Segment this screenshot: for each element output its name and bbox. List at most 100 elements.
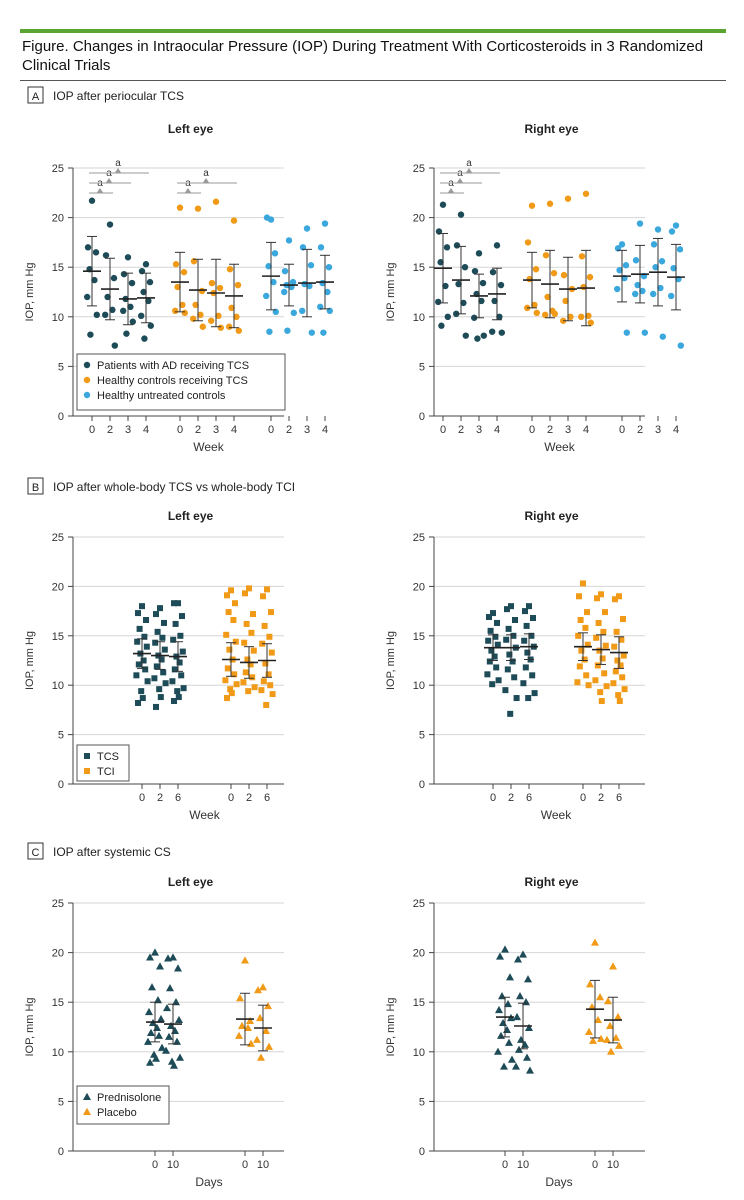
data-point [632,290,639,298]
data-point [127,303,134,311]
data-point [594,662,601,669]
data-point [560,271,568,279]
data-point [102,252,110,259]
data-point [144,1037,152,1045]
data-point [507,710,514,717]
data-point [246,1016,254,1025]
data-point [258,687,265,694]
data-point [603,683,610,690]
data-point [248,629,255,636]
y-tick-label: 25 [413,163,425,175]
data-point [599,655,606,662]
data-point [173,1037,181,1045]
x-tick-label: 3 [125,424,131,436]
data-point [512,616,518,623]
data-point [508,603,514,610]
data-point [120,270,128,278]
data-point [172,261,180,268]
data-point [597,1034,605,1042]
data-point [109,306,116,314]
data-point [641,329,648,336]
accent-bar [20,29,726,33]
data-point [503,636,510,643]
y-tick-label: 20 [52,581,64,593]
data-point [142,666,149,673]
x-tick-label: 0 [490,792,496,804]
data-point [157,694,164,701]
data-point [230,217,238,224]
legend-box [76,353,286,411]
data-point [208,317,215,324]
significance-label: a [466,158,472,169]
data-point [230,616,237,623]
legend-marker [83,391,91,399]
panel-letter: C [32,847,40,859]
data-point [269,691,276,698]
data-point [141,335,148,342]
data-point [233,681,240,688]
data-point [215,312,222,320]
x-axis-label: Week [193,440,224,454]
data-point [144,678,151,685]
data-point [479,279,487,287]
data-point [505,1038,513,1046]
x-tick-label: 3 [476,424,482,436]
data-point [147,322,154,329]
data-point [281,267,289,275]
data-point [519,950,527,958]
data-point [160,669,167,676]
data-point [212,198,220,205]
data-point [523,622,530,629]
data-point [582,624,589,631]
data-point [551,310,558,318]
y-tick-label: 10 [413,680,425,692]
data-point [146,1058,154,1066]
data-point [578,253,586,260]
y-axis-label: IOP, mm Hg [24,262,36,321]
data-point [636,220,644,227]
data-point [613,628,620,635]
data-point [226,323,233,330]
legend-marker [84,753,90,759]
panel-letter-box [27,86,44,104]
data-point [542,252,550,259]
data-point [176,1053,184,1061]
legend-label: Healthy untreated controls [97,390,226,402]
data-point [129,318,136,325]
data-point [162,680,169,687]
data-point [506,651,513,658]
data-point [104,293,111,301]
data-point [501,945,509,953]
data-point [612,1033,620,1041]
data-point [614,285,621,293]
x-axis-label: Week [544,440,575,454]
data-point [224,665,231,672]
data-point [172,620,179,627]
chart-a-left: A IOP after periocular TCS Left eye 0 5 10 15 2… [24,86,334,454]
significance-arrow [448,188,454,193]
data-point [156,962,164,970]
data-point [231,671,238,678]
data-point [516,992,524,1000]
data-point [621,686,628,693]
data-point [585,1027,593,1035]
data-point [593,634,600,641]
data-point [151,948,159,956]
data-point [303,225,311,232]
data-point [597,689,604,696]
data-point [324,288,331,296]
x-tick-label: 2 [195,424,201,436]
legend-marker [83,1107,91,1115]
data-point [611,643,618,650]
data-point [246,585,252,592]
data-point [610,680,617,687]
data-point [238,1021,246,1030]
data-point [154,628,161,635]
x-tick-label: 10 [607,1159,619,1171]
x-tick-label: 2 [637,424,643,436]
x-tick-label: 3 [304,424,310,436]
x-axis-label: Week [541,808,572,822]
data-point [84,293,91,301]
